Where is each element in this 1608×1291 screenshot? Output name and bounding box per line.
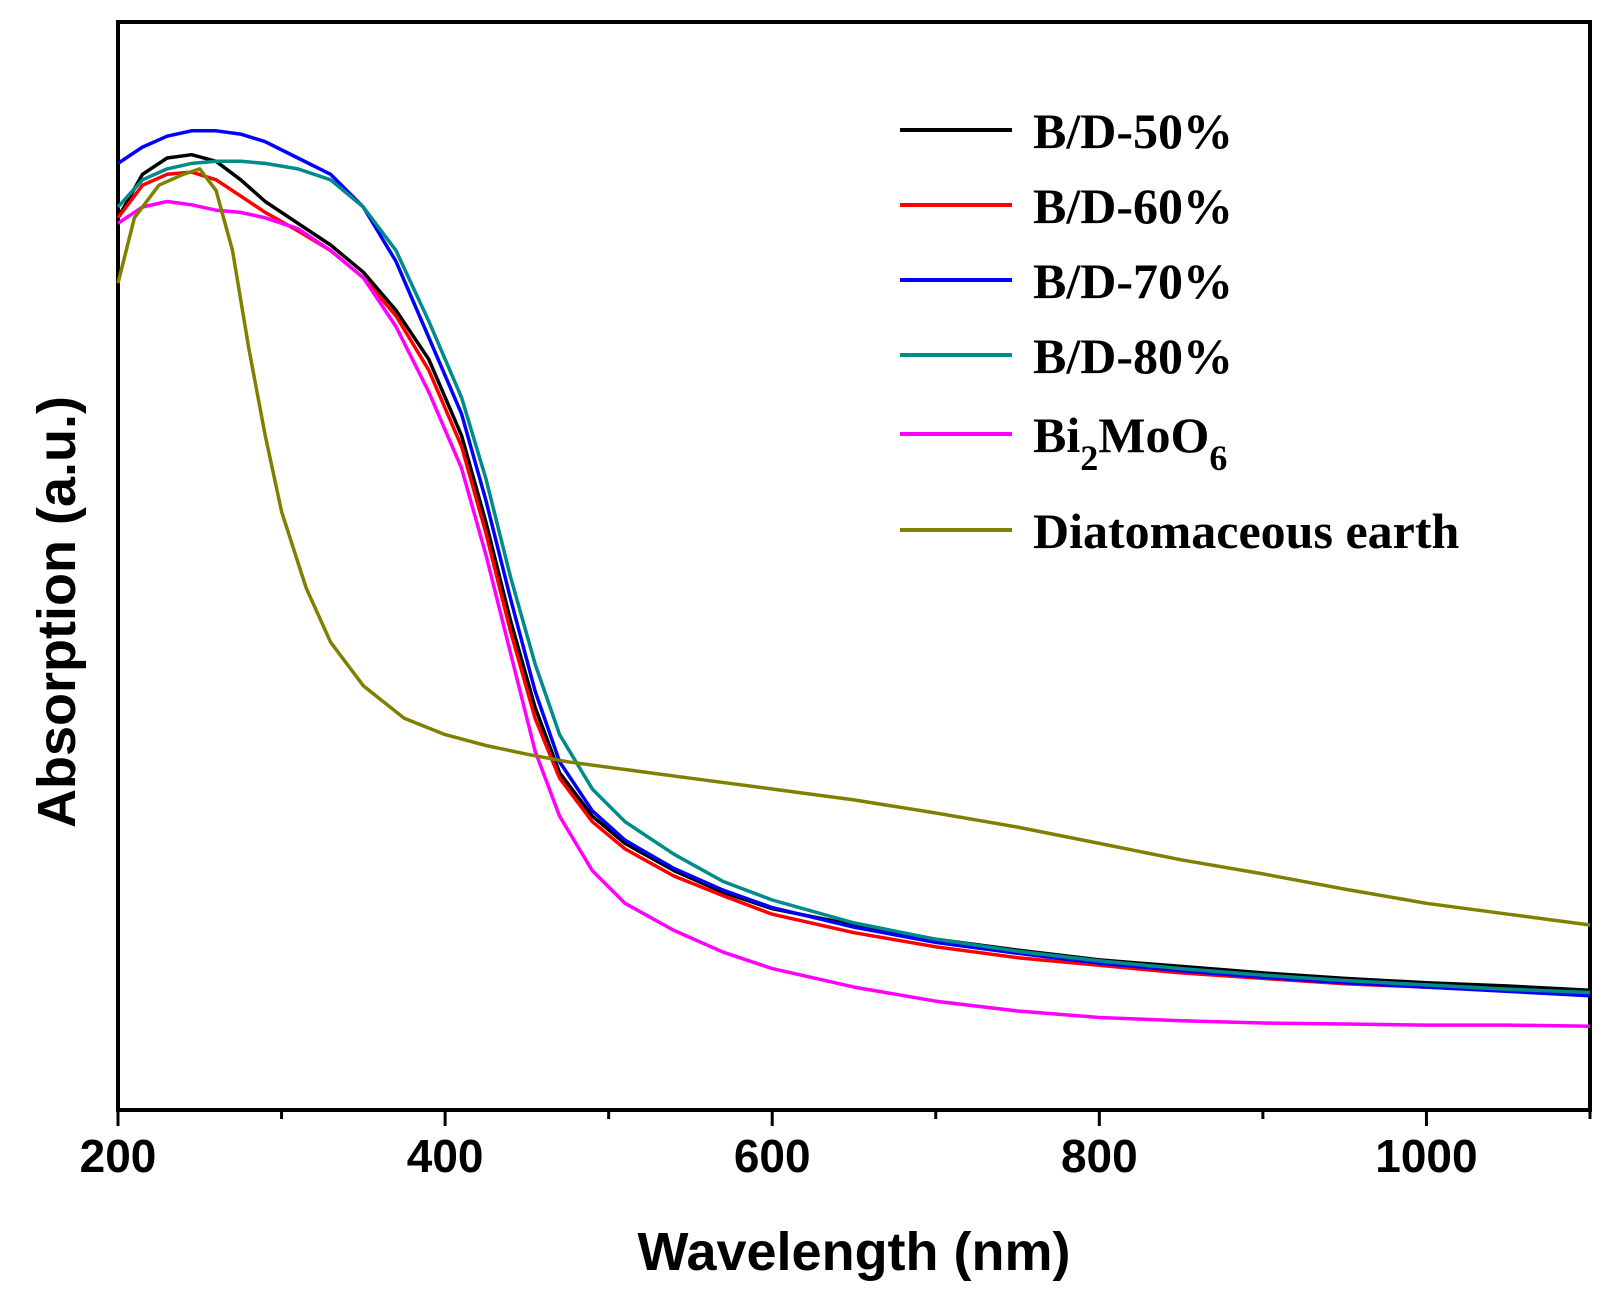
legend: B/D-50% B/D-60% B/D-70% B/D-80% Bi2MoO6 … bbox=[900, 103, 1459, 559]
legend-label-bi2moo6: Bi2MoO6 bbox=[1033, 407, 1227, 478]
legend-label-b-d-80: B/D-80% bbox=[1033, 328, 1233, 384]
x-tick-label: 800 bbox=[1061, 1130, 1138, 1182]
series-line-diatomaceous-earth bbox=[116, 167, 1591, 927]
x-tick-label: 400 bbox=[407, 1130, 484, 1182]
legend-bi2moo6-main: Bi bbox=[1033, 407, 1080, 463]
series-line-b-d-60- bbox=[116, 170, 1591, 996]
series-line-b-d-70- bbox=[117, 129, 1591, 998]
series-line-b-d-80- bbox=[116, 159, 1591, 995]
x-axis-label: Wavelength (nm) bbox=[637, 1222, 1070, 1282]
series-line-b-d-50- bbox=[116, 152, 1591, 993]
x-axis-ticks: 200 400 600 800 1000 bbox=[80, 1110, 1592, 1182]
legend-bi2moo6-sub1: 2 bbox=[1080, 438, 1098, 478]
legend-bi2moo6-mid: MoO bbox=[1098, 407, 1209, 463]
x-tick-label: 1000 bbox=[1375, 1130, 1477, 1182]
legend-label-b-d-70: B/D-70% bbox=[1033, 253, 1233, 309]
legend-label-b-d-60: B/D-60% bbox=[1033, 178, 1233, 234]
series-layer bbox=[116, 129, 1591, 1028]
series-line-bi2moo6 bbox=[117, 199, 1591, 1028]
legend-label-b-d-50: B/D-50% bbox=[1033, 103, 1233, 159]
plot-frame bbox=[116, 20, 1592, 1112]
y-axis-label: Absorption (a.u.) bbox=[27, 396, 87, 828]
x-tick-label: 200 bbox=[80, 1130, 157, 1182]
legend-label-diatomaceous-earth: Diatomaceous earth bbox=[1033, 503, 1459, 559]
x-tick-label: 600 bbox=[734, 1130, 811, 1182]
legend-bi2moo6-sub2: 6 bbox=[1209, 438, 1227, 478]
